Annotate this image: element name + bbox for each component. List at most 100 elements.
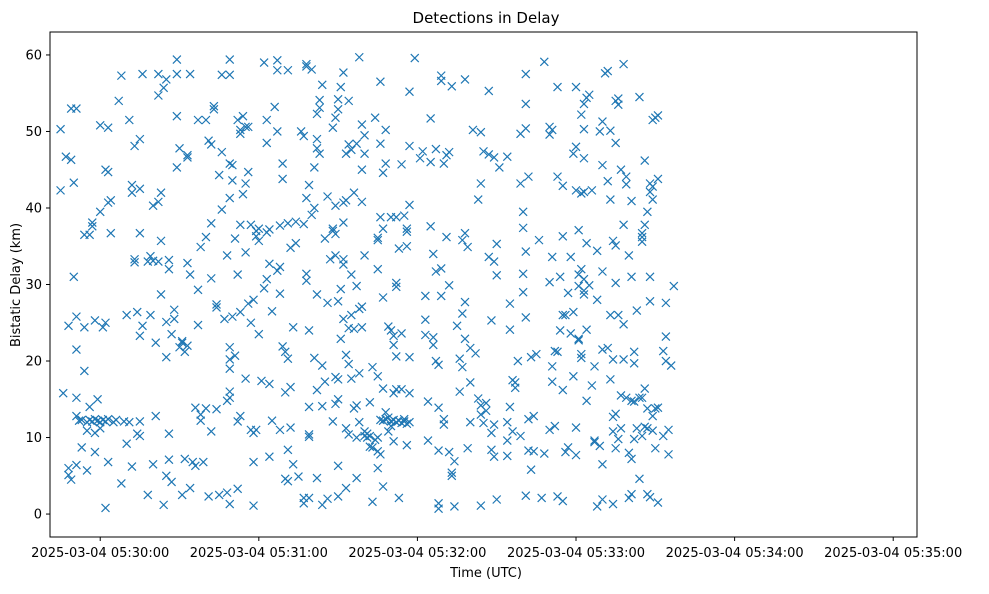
data-point	[553, 347, 562, 357]
data-point	[624, 250, 634, 260]
data-point	[95, 423, 105, 433]
data-point	[227, 176, 237, 185]
data-point	[315, 95, 325, 105]
data-point	[296, 127, 306, 136]
data-point	[278, 174, 288, 184]
data-point	[291, 238, 301, 248]
data-point	[309, 163, 319, 172]
data-point	[571, 185, 581, 195]
data-point	[635, 393, 644, 403]
y-axis: 0 10 20 30 40 50 60	[25, 48, 50, 523]
data-point	[518, 287, 528, 297]
data-point	[642, 404, 652, 413]
data-point	[275, 262, 285, 272]
data-point	[307, 210, 317, 220]
data-point	[381, 159, 391, 169]
data-point	[582, 325, 592, 335]
data-point	[529, 446, 539, 456]
data-point	[436, 264, 446, 273]
data-point	[336, 334, 346, 344]
data-point	[381, 125, 391, 135]
data-point	[402, 440, 412, 450]
data-point	[87, 218, 97, 227]
data-point	[217, 147, 227, 157]
data-point	[61, 152, 71, 162]
data-point	[146, 251, 155, 261]
data-point	[598, 267, 607, 276]
data-point	[72, 312, 81, 322]
data-point	[648, 182, 658, 191]
data-point	[198, 457, 208, 467]
data-point	[357, 197, 367, 207]
data-point	[460, 228, 470, 238]
data-point	[489, 257, 499, 266]
data-point	[56, 185, 65, 195]
data-point	[476, 179, 486, 188]
data-point	[426, 157, 436, 167]
data-point	[405, 141, 414, 151]
data-point	[95, 207, 105, 217]
data-point	[135, 417, 145, 426]
data-point	[368, 497, 377, 507]
data-point	[338, 314, 348, 324]
data-point	[642, 423, 652, 433]
data-point	[130, 257, 140, 267]
data-point	[640, 220, 650, 230]
data-point	[391, 282, 401, 292]
data-point	[159, 83, 169, 93]
data-point	[375, 77, 385, 87]
data-point	[196, 416, 206, 426]
data-point	[555, 325, 565, 335]
data-point	[323, 494, 332, 504]
data-point	[333, 394, 343, 404]
data-point	[539, 57, 549, 67]
data-point	[312, 385, 322, 395]
data-point	[378, 416, 388, 426]
data-point	[645, 492, 655, 502]
data-point	[235, 125, 245, 135]
data-point	[516, 179, 525, 188]
data-point	[579, 290, 589, 299]
data-point	[410, 53, 420, 63]
data-point	[391, 278, 401, 288]
data-point	[206, 140, 216, 149]
data-point	[103, 457, 113, 467]
data-point	[156, 290, 166, 299]
data-point	[521, 99, 531, 109]
data-point	[449, 456, 459, 466]
data-point	[373, 264, 383, 274]
data-point	[304, 493, 314, 503]
data-point	[571, 142, 581, 152]
data-point	[156, 188, 166, 198]
data-point	[304, 430, 314, 439]
data-point	[553, 172, 562, 182]
data-point	[505, 402, 515, 412]
data-point	[341, 483, 351, 493]
data-point	[241, 122, 251, 132]
data-point	[632, 306, 642, 315]
data-point	[206, 273, 216, 283]
data-point	[473, 195, 483, 204]
data-point	[574, 225, 584, 235]
data-point	[598, 160, 607, 170]
data-point	[177, 490, 187, 500]
data-point	[251, 425, 261, 435]
data-point	[420, 291, 430, 301]
data-point	[349, 188, 359, 198]
data-point	[439, 420, 449, 429]
data-point	[264, 224, 274, 234]
data-point	[172, 69, 182, 79]
data-point	[579, 99, 589, 109]
data-point	[463, 443, 473, 453]
data-point	[442, 232, 451, 242]
data-point	[312, 290, 322, 299]
data-point	[341, 350, 351, 360]
data-point	[309, 203, 319, 213]
data-point	[148, 201, 158, 211]
data-point	[616, 423, 626, 433]
data-point	[201, 404, 211, 413]
data-point	[592, 246, 602, 256]
data-point	[333, 461, 343, 471]
data-point	[479, 418, 488, 428]
data-point	[389, 331, 399, 341]
